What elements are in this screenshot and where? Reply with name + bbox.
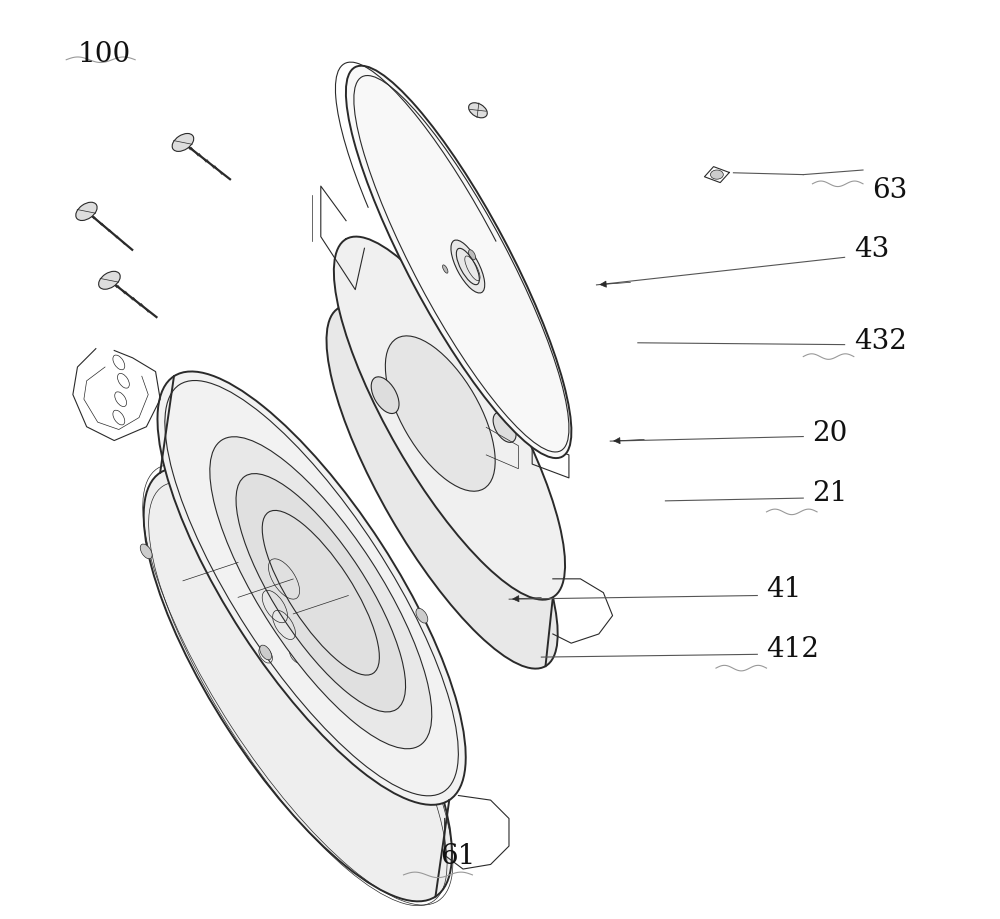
Text: 412: 412	[767, 636, 820, 664]
Ellipse shape	[210, 437, 432, 749]
Ellipse shape	[469, 103, 487, 118]
Text: 100: 100	[77, 41, 131, 68]
Ellipse shape	[140, 544, 152, 559]
Text: 21: 21	[812, 480, 848, 507]
Text: 63: 63	[872, 176, 907, 204]
Text: 432: 432	[854, 328, 907, 356]
Ellipse shape	[371, 377, 399, 414]
Ellipse shape	[710, 170, 723, 179]
Ellipse shape	[236, 473, 406, 712]
Text: 20: 20	[812, 420, 848, 448]
Ellipse shape	[443, 265, 448, 273]
Ellipse shape	[346, 66, 571, 458]
Ellipse shape	[99, 271, 120, 289]
Ellipse shape	[493, 413, 516, 442]
Ellipse shape	[157, 371, 466, 805]
Text: 43: 43	[854, 236, 889, 264]
Text: 61: 61	[440, 843, 476, 870]
Ellipse shape	[172, 133, 194, 152]
Ellipse shape	[385, 335, 495, 492]
Ellipse shape	[334, 236, 565, 600]
Ellipse shape	[451, 240, 485, 293]
Ellipse shape	[416, 608, 428, 623]
Ellipse shape	[144, 468, 452, 902]
Ellipse shape	[260, 645, 272, 660]
Text: 41: 41	[767, 576, 802, 604]
Ellipse shape	[326, 305, 558, 669]
Ellipse shape	[76, 202, 97, 221]
Ellipse shape	[468, 250, 476, 260]
